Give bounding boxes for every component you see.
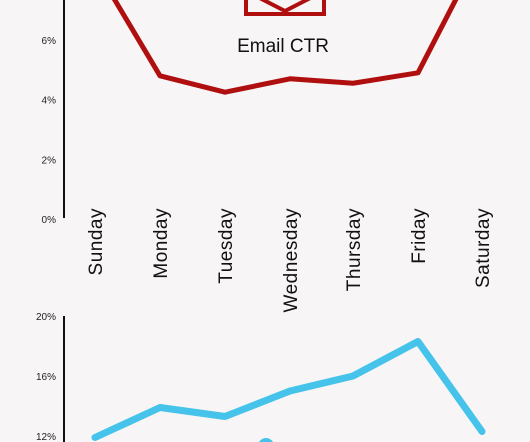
rate-marker-dot xyxy=(259,438,273,442)
ctr-y-tick-label: 2% xyxy=(42,155,57,166)
x-tick-label-saturday: Saturday xyxy=(473,208,494,288)
ctr-series-line xyxy=(111,0,459,95)
x-tick-label-sunday: Sunday xyxy=(86,208,107,275)
x-tick-label-wednesday: Wednesday xyxy=(281,208,302,313)
email-ctr-label: Email CTR xyxy=(237,36,329,57)
ctr-y-tick-label: 0% xyxy=(42,215,57,226)
rate-y-tick-label: 12% xyxy=(36,432,56,442)
x-tick-label-friday: Friday xyxy=(409,208,430,264)
rate-y-tick-label: 16% xyxy=(36,372,56,383)
rate-y-tick-label: 20% xyxy=(36,312,56,323)
x-tick-label-tuesday: Tuesday xyxy=(216,208,237,284)
x-tick-label-monday: Monday xyxy=(151,208,172,279)
rate-series-line xyxy=(91,338,486,441)
ctr-y-tick-label: 6% xyxy=(42,36,57,47)
envelope-icon xyxy=(244,0,326,16)
x-tick-label-thursday: Thursday xyxy=(344,208,365,291)
ctr-y-tick-label: 4% xyxy=(42,96,57,107)
